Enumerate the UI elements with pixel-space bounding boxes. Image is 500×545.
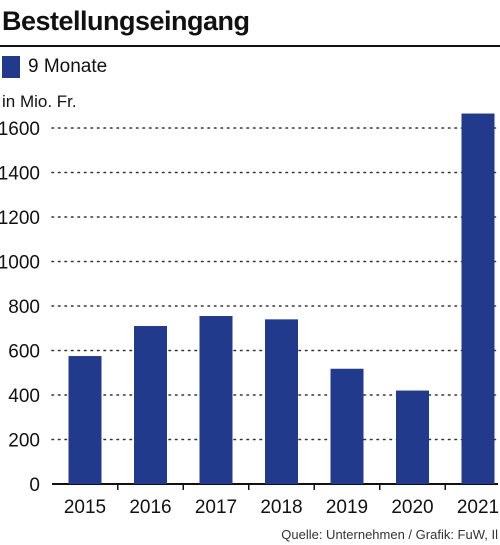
x-tick-label: 2016 bbox=[129, 497, 171, 518]
bar-2017 bbox=[199, 316, 233, 484]
x-tick-label: 2020 bbox=[391, 497, 433, 518]
chart-title: Bestellungseingang bbox=[2, 6, 250, 36]
y-tick-label: 800 bbox=[8, 297, 40, 318]
y-tick-label: 1000 bbox=[0, 253, 40, 274]
legend-swatch bbox=[2, 56, 20, 78]
y-axis-unit-label: in Mio. Fr. bbox=[2, 92, 77, 111]
bar-2019 bbox=[330, 368, 364, 484]
y-tick-label: 1200 bbox=[0, 208, 40, 229]
bar-2021 bbox=[461, 113, 495, 484]
x-tick-label: 2018 bbox=[260, 497, 302, 518]
bar-2020 bbox=[396, 390, 429, 484]
x-tick-label: 2017 bbox=[195, 497, 237, 518]
y-tick-label: 400 bbox=[8, 386, 40, 407]
title-divider bbox=[0, 45, 500, 47]
x-tick-label: 2015 bbox=[64, 497, 106, 518]
y-tick-label: 1400 bbox=[0, 164, 40, 185]
bar-2016 bbox=[134, 326, 167, 484]
legend: 9 Monate bbox=[2, 55, 107, 79]
x-tick-label: 2021 bbox=[457, 497, 499, 518]
source-note: Quelle: Unternehmen / Grafik: FuW, Il bbox=[281, 527, 498, 542]
y-tick-label: 0 bbox=[29, 475, 40, 496]
y-tick-label: 600 bbox=[8, 342, 40, 363]
bar-2015 bbox=[68, 356, 102, 484]
legend-label: 9 Monate bbox=[28, 56, 108, 77]
bar-2018 bbox=[265, 319, 298, 484]
y-tick-label: 200 bbox=[8, 431, 40, 452]
y-tick-label: 1600 bbox=[0, 119, 40, 140]
x-tick-label: 2019 bbox=[326, 497, 368, 518]
